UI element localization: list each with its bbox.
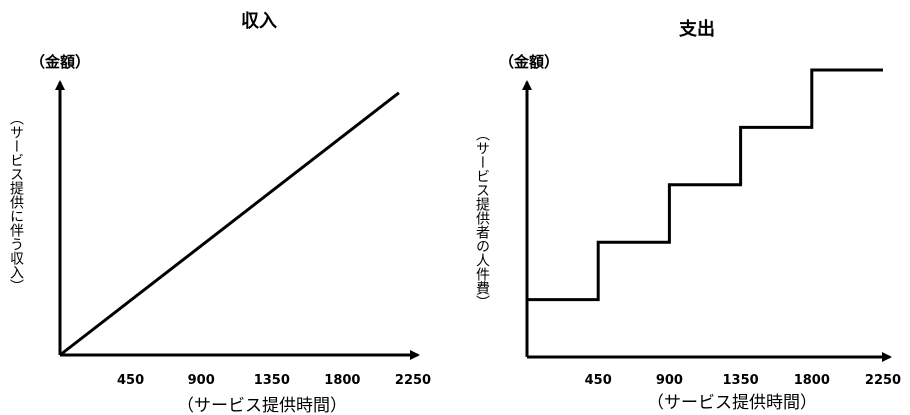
chart-title: 支出 [678, 18, 715, 40]
y-unit-label: （金額） [30, 53, 90, 71]
x-tick-label: 1350 [723, 373, 759, 388]
x-tick-label: 1800 [794, 373, 830, 388]
expense-chart: 支出 （金額） 450 900 1350 1800 2250 （サービス提供時間） （サ… [474, 18, 901, 413]
x-axis-label: （サービス提供時間） [647, 393, 817, 413]
x-tick-label: 900 [656, 373, 683, 388]
income-chart: 収入 （金額） 450 900 1350 1800 2250 （サービス提供時間） （サ… [8, 11, 431, 415]
expense-series-line [527, 68, 883, 302]
y-axis-label: （サービス提供に伴う収入） [8, 111, 24, 293]
y-axis-label: （サービス提供者の人件費） [474, 127, 490, 309]
x-tick-label: 2250 [395, 373, 431, 388]
x-tick-labels: 450 900 1350 1800 2250 [117, 373, 431, 388]
x-tick-label: 450 [117, 373, 144, 388]
x-tick-label: 900 [188, 373, 215, 388]
x-tick-labels: 450 900 1350 1800 2250 [585, 373, 901, 388]
chart-title: 収入 [241, 11, 277, 32]
y-unit-label: （金額） [499, 53, 559, 71]
x-axis-label: （サービス提供時間） [177, 396, 347, 415]
x-tick-label: 2250 [865, 373, 901, 388]
x-tick-label: 450 [585, 373, 612, 388]
x-tick-label: 1800 [324, 373, 360, 388]
x-tick-label: 1350 [254, 373, 290, 388]
income-series-line [59, 91, 400, 357]
